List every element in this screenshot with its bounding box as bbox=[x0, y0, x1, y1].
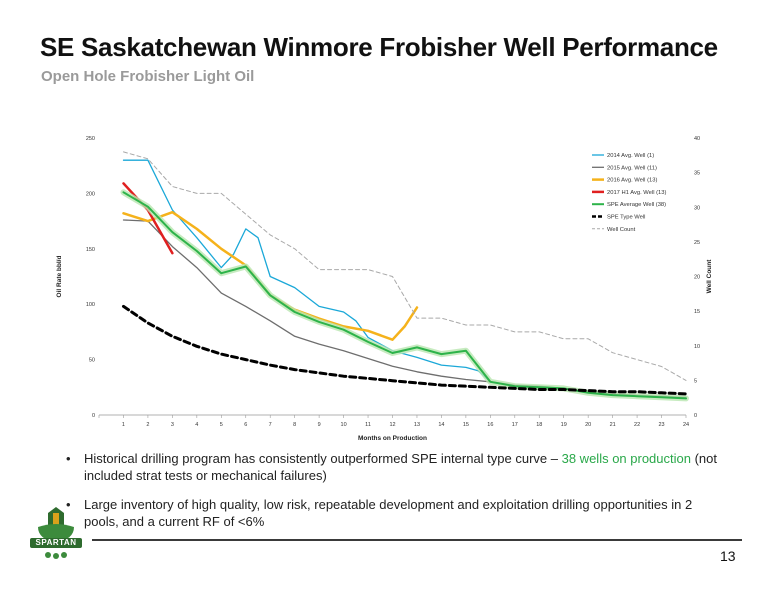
x-tick-label: 12 bbox=[389, 422, 395, 428]
y2-tick-label: 35 bbox=[694, 171, 700, 177]
bullet-text: Historical drilling program has consiste… bbox=[84, 451, 562, 466]
bullet-item: • Historical drilling program has consis… bbox=[66, 450, 726, 484]
x-tick-label: 16 bbox=[487, 422, 493, 428]
y2-tick-label: 0 bbox=[694, 413, 697, 419]
bullet-item: • Large inventory of high quality, low r… bbox=[66, 496, 726, 530]
x-tick-label: 18 bbox=[536, 422, 542, 428]
x-tick-label: 7 bbox=[269, 422, 272, 428]
bullet-text: Large inventory of high quality, low ris… bbox=[84, 497, 693, 529]
x-tick-label: 14 bbox=[438, 422, 444, 428]
y2-tick-label: 10 bbox=[694, 344, 700, 350]
legend-label: 2014 Avg. Well (1) bbox=[607, 153, 654, 159]
x-tick-label: 22 bbox=[634, 422, 640, 428]
bullet-highlight: 38 wells on production bbox=[561, 451, 691, 466]
series-glow bbox=[120, 189, 689, 402]
footer-divider bbox=[92, 539, 742, 541]
y-tick-label: 100 bbox=[86, 302, 95, 308]
x-tick-label: 4 bbox=[195, 422, 198, 428]
y-axis-label: Oil Rate bbl/d bbox=[56, 256, 63, 298]
slide-subtitle: Open Hole Frobisher Light Oil bbox=[41, 68, 255, 85]
x-tick-label: 20 bbox=[585, 422, 591, 428]
x-tick-label: 6 bbox=[244, 422, 247, 428]
x-axis-label: Months on Production bbox=[358, 435, 427, 442]
spartan-logo bbox=[30, 507, 82, 559]
series-line-4 bbox=[122, 191, 687, 400]
legend-label: SPE Average Well (38) bbox=[607, 202, 666, 208]
legend-label: 2016 Avg. Well (13) bbox=[607, 178, 657, 184]
x-tick-label: 5 bbox=[220, 422, 223, 428]
series-line-5 bbox=[122, 304, 688, 396]
bullet-text-after: (not included strat tests or mechanical … bbox=[84, 451, 717, 483]
x-tick-label: 3 bbox=[171, 422, 174, 428]
x-tick-label: 11 bbox=[365, 422, 371, 428]
x-tick-label: 21 bbox=[610, 422, 616, 428]
y2-tick-label: 25 bbox=[694, 240, 700, 246]
y-tick-label: 0 bbox=[92, 413, 95, 419]
x-tick-label: 19 bbox=[561, 422, 567, 428]
x-tick-label: 10 bbox=[341, 422, 347, 428]
page-number: 13 bbox=[720, 548, 736, 564]
y2-tick-label: 40 bbox=[694, 136, 700, 142]
bullet-list: • Historical drilling program has consis… bbox=[66, 450, 726, 542]
series-line-1 bbox=[122, 219, 687, 398]
y-tick-label: 200 bbox=[86, 191, 95, 197]
slide-title: SE Saskatchewan Winmore Frobisher Well P… bbox=[40, 32, 718, 62]
legend-label: 2017 H1 Avg. Well (13) bbox=[607, 190, 666, 196]
x-tick-label: 24 bbox=[683, 422, 689, 428]
x-tick-label: 8 bbox=[293, 422, 296, 428]
y-tick-label: 50 bbox=[89, 358, 95, 364]
x-tick-label: 13 bbox=[414, 422, 420, 428]
y2-tick-label: 5 bbox=[694, 378, 697, 384]
series-line-6 bbox=[123, 151, 687, 381]
x-tick-label: 15 bbox=[463, 422, 469, 428]
y2-tick-label: 15 bbox=[694, 309, 700, 315]
legend-label: SPE Type Well bbox=[607, 215, 645, 221]
x-tick-label: 17 bbox=[512, 422, 518, 428]
y-tick-label: 250 bbox=[86, 136, 95, 142]
x-tick-label: 23 bbox=[658, 422, 664, 428]
legend-label: 2015 Avg. Well (11) bbox=[607, 165, 657, 171]
x-tick-label: 2 bbox=[146, 422, 149, 428]
bullet-dot: • bbox=[66, 497, 71, 512]
y2-tick-label: 30 bbox=[694, 205, 700, 211]
legend-label: Well Count bbox=[607, 227, 636, 233]
bullet-dot: • bbox=[66, 451, 71, 466]
y2-axis-label: Well Count bbox=[706, 259, 713, 294]
y2-tick-label: 20 bbox=[694, 275, 700, 281]
x-tick-label: 1 bbox=[122, 422, 125, 428]
x-tick-label: 9 bbox=[318, 422, 321, 428]
y-tick-label: 150 bbox=[86, 247, 95, 253]
logo-text: SPARTAN bbox=[35, 538, 77, 547]
